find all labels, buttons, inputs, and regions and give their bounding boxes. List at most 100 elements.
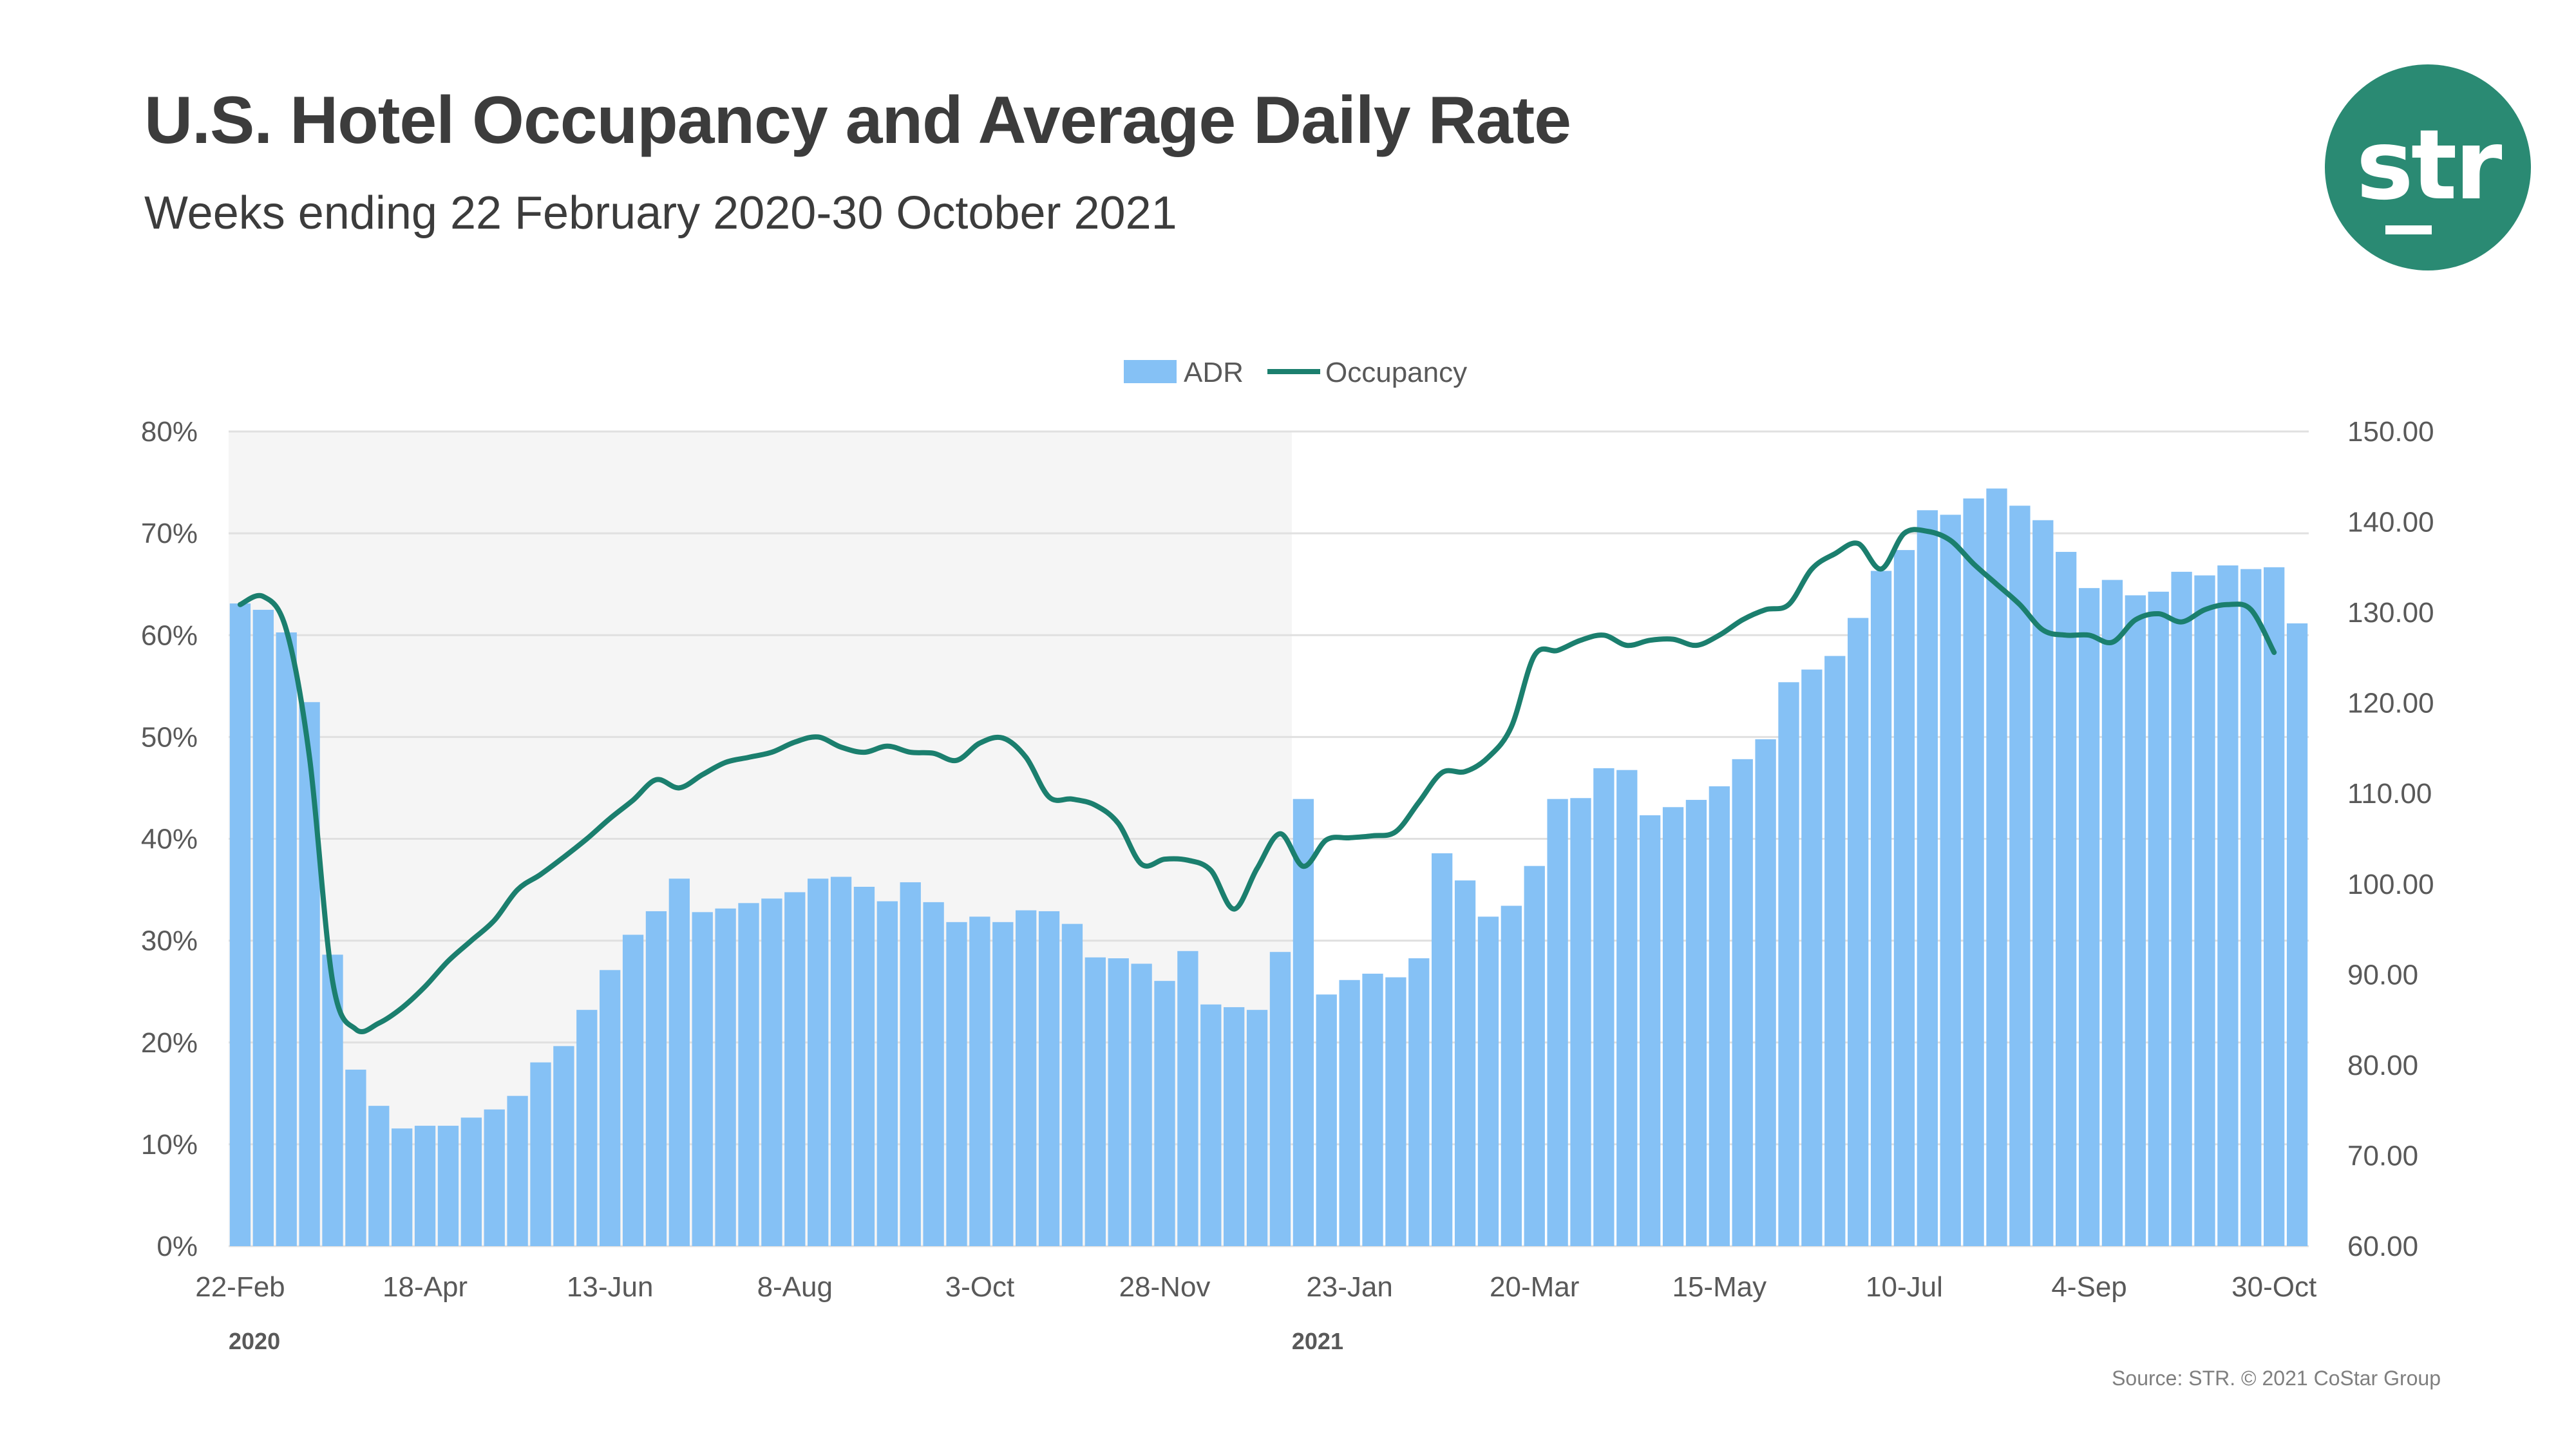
adr-bar — [1293, 799, 1314, 1246]
adr-bar — [2125, 595, 2146, 1246]
adr-bar — [1570, 798, 1591, 1246]
adr-bar — [1801, 669, 1823, 1246]
adr-bar — [2240, 569, 2262, 1246]
adr-bar — [1893, 550, 1915, 1246]
adr-bar — [1038, 911, 1060, 1246]
legend: ADR Occupancy — [1124, 357, 1467, 388]
right-axis-tick: 60.00 — [2347, 1231, 2418, 1262]
adr-bar — [1339, 980, 1360, 1246]
right-axis-tick: 70.00 — [2347, 1140, 2418, 1171]
adr-bar — [1200, 1004, 1222, 1246]
adr-bar — [2217, 565, 2239, 1246]
adr-bar — [437, 1126, 459, 1246]
logo-underline — [2385, 225, 2432, 234]
year-label: 2021 — [1292, 1328, 1343, 1354]
adr-bar — [923, 902, 944, 1246]
x-axis-tick: 30-Oct — [2231, 1271, 2316, 1303]
adr-bar — [414, 1126, 436, 1246]
x-axis-tick: 28-Nov — [1119, 1271, 1211, 1303]
adr-bar — [2148, 591, 2169, 1246]
adr-bar — [322, 954, 343, 1246]
adr-bar — [1616, 770, 1638, 1246]
chart-title: U.S. Hotel Occupancy and Average Daily R… — [144, 83, 1571, 158]
adr-bar — [992, 922, 1014, 1246]
adr-bar — [1408, 958, 1430, 1246]
adr-bar — [2009, 506, 2031, 1246]
adr-bar — [645, 911, 667, 1246]
x-axis-tick: 3-Oct — [945, 1271, 1015, 1303]
adr-bar — [1848, 618, 1869, 1246]
year-label: 2020 — [229, 1328, 280, 1354]
adr-bar — [784, 892, 806, 1246]
adr-bar — [1963, 498, 1984, 1246]
adr-bar — [1640, 815, 1661, 1246]
left-axis-tick: 50% — [141, 721, 198, 753]
adr-bar — [1477, 916, 1499, 1246]
adr-bar — [1154, 981, 1175, 1246]
left-axis-tick: 70% — [141, 518, 198, 549]
adr-bar — [2171, 571, 2192, 1246]
adr-bar — [507, 1095, 528, 1246]
adr-bar — [2056, 551, 2077, 1246]
adr-bar — [692, 912, 713, 1246]
adr-bar — [2286, 623, 2308, 1246]
adr-bar — [622, 934, 644, 1246]
adr-bar — [1108, 958, 1129, 1246]
x-axis-tick: 10-Jul — [1866, 1271, 1943, 1303]
adr-bar — [276, 632, 297, 1246]
adr-bar — [1061, 923, 1083, 1246]
right-axis-tick: 110.00 — [2347, 778, 2432, 810]
adr-bar — [1709, 786, 1730, 1246]
adr-bar — [2264, 567, 2285, 1247]
adr-bar — [1685, 800, 1707, 1246]
adr-bar — [1778, 682, 1799, 1246]
logo-text: str — [2356, 109, 2503, 222]
adr-bar — [969, 916, 990, 1246]
adr-bar — [1593, 768, 1615, 1246]
adr-bar — [1917, 510, 1938, 1246]
adr-bar — [715, 908, 736, 1246]
x-axis-tick: 4-Sep — [2051, 1271, 2126, 1303]
x-axis-tick: 8-Aug — [757, 1271, 833, 1303]
adr-bar — [252, 609, 274, 1246]
adr-bar — [460, 1117, 482, 1246]
adr-bars — [229, 488, 2308, 1247]
adr-bar — [1224, 1007, 1245, 1246]
adr-bar — [1870, 571, 1892, 1246]
adr-bar — [1454, 880, 1476, 1246]
left-axis-tick: 30% — [141, 925, 198, 957]
x-axis-tick: 23-Jan — [1306, 1271, 1393, 1303]
right-axis-tick: 130.00 — [2347, 597, 2434, 629]
adr-bar — [600, 970, 621, 1246]
adr-bar — [1016, 910, 1037, 1246]
adr-bar — [2078, 588, 2100, 1246]
adr-bar — [345, 1069, 366, 1246]
left-axis-tick: 20% — [141, 1027, 198, 1059]
adr-bar — [530, 1062, 551, 1246]
source-note: Source: STR. © 2021 CoStar Group — [2112, 1367, 2441, 1390]
right-axis-tick: 100.00 — [2347, 869, 2434, 900]
right-axis-tick: 150.00 — [2347, 416, 2434, 448]
adr-bar — [1246, 1010, 1268, 1246]
adr-bar — [1755, 739, 1776, 1246]
adr-bar — [1547, 799, 1568, 1246]
adr-bar — [576, 1010, 598, 1246]
adr-bar — [229, 603, 251, 1246]
chart-subtitle: Weeks ending 22 February 2020-30 October… — [144, 187, 1177, 239]
right-axis-tick: 90.00 — [2347, 959, 2418, 990]
x-axis-tick: 20-Mar — [1490, 1271, 1579, 1303]
right-axis-tick: 80.00 — [2347, 1050, 2418, 1081]
right-axis-tick: 140.00 — [2347, 507, 2434, 538]
adr-bar — [553, 1046, 574, 1246]
adr-bar — [761, 898, 782, 1246]
adr-bar — [1362, 973, 1383, 1246]
adr-bar — [1177, 951, 1198, 1246]
axis-labels: 0% 10% 20% 30% 40% 50% 60% 70% 80% 60.00 70.00 80.0… — [141, 416, 2434, 1354]
adr-bar — [1662, 807, 1684, 1246]
adr-bar — [1732, 759, 1753, 1246]
occupancy-line — [237, 527, 2277, 1035]
adr-bar — [1940, 515, 1961, 1247]
x-axis-tick: 18-Apr — [383, 1271, 468, 1303]
adr-bar — [1316, 994, 1337, 1246]
left-axis-tick: 40% — [141, 824, 198, 855]
